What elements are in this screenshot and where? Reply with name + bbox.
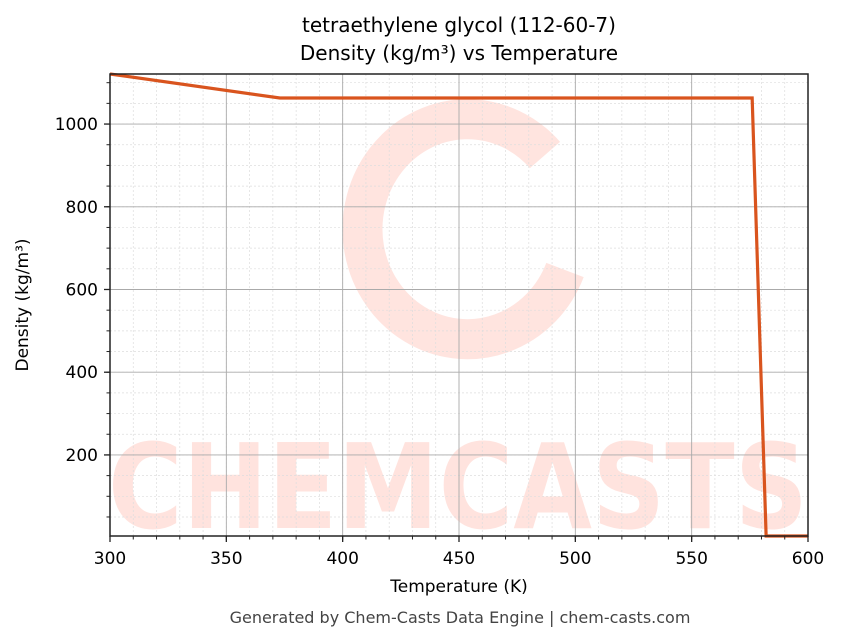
x-tick-label: 400	[326, 549, 358, 569]
x-tick-label: 450	[443, 549, 475, 569]
y-tick-label: 800	[66, 198, 98, 218]
y-tick-label: 600	[66, 280, 98, 300]
x-tick-label: 550	[675, 549, 707, 569]
x-tick-label: 600	[792, 549, 824, 569]
y-axis-label: Density (kg/m³)	[13, 238, 33, 372]
x-axis-label: Temperature (K)	[390, 577, 528, 597]
y-tick-label: 400	[66, 363, 98, 383]
chemcasts-watermark: CHEMCASTS	[108, 99, 808, 556]
footer-credit: Generated by Chem-Casts Data Engine | ch…	[229, 608, 691, 627]
axis-ticks: 300 350 400 450 500 550 600 200 400 600 800 1000	[55, 82, 824, 569]
chart-subtitle: Density (kg/m³) vs Temperature	[299, 41, 619, 65]
x-tick-label: 500	[559, 549, 591, 569]
y-tick-label: 1000	[55, 115, 98, 135]
x-tick-label: 350	[210, 549, 242, 569]
x-tick-label: 300	[94, 549, 126, 569]
chart-title: tetraethylene glycol (112-60-7)	[302, 13, 616, 37]
y-tick-label: 200	[66, 446, 98, 466]
